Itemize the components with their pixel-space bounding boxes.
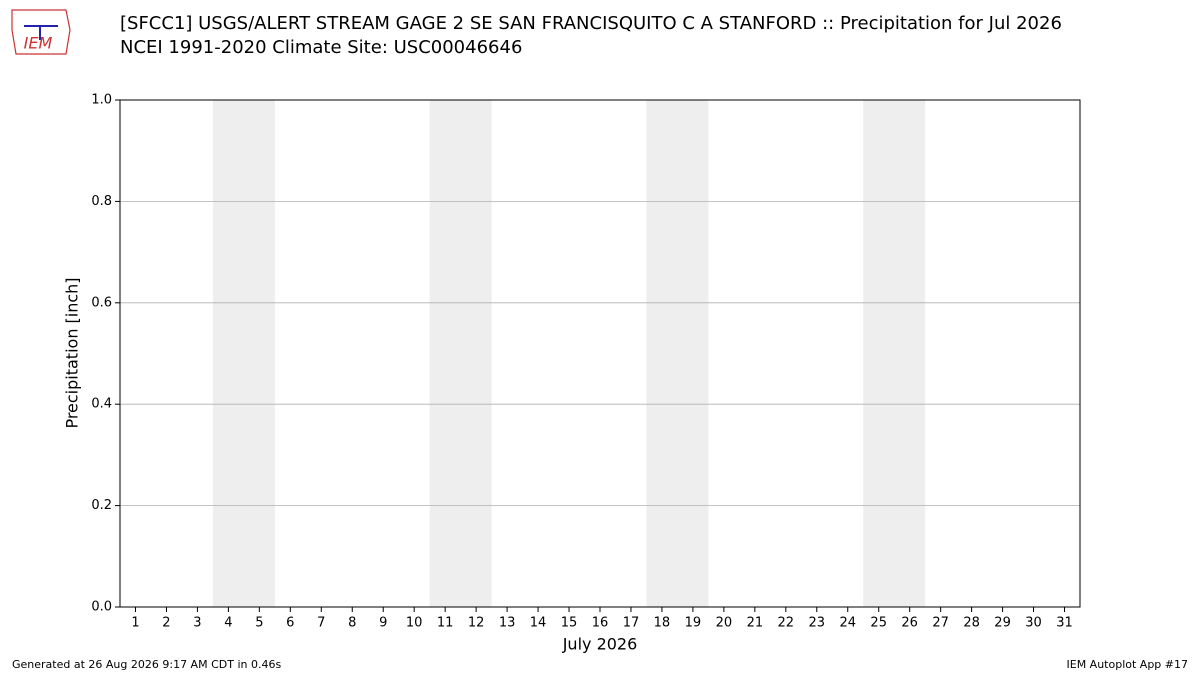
x-tick-label: 16	[592, 616, 609, 631]
chart-title: [SFCC1] USGS/ALERT STREAM GAGE 2 SE SAN …	[120, 13, 1062, 34]
logo-text: IEM	[24, 34, 53, 53]
x-tick-label: 25	[870, 616, 887, 631]
x-tick-label: 24	[839, 616, 856, 631]
logo: IEM	[11, 9, 71, 55]
x-tick-label: 4	[224, 616, 232, 631]
y-axis-label: Precipitation [inch]	[63, 277, 82, 428]
x-tick-label: 1	[131, 616, 139, 631]
y-tick-label: 0.6	[91, 295, 112, 310]
x-tick-label: 21	[747, 616, 764, 631]
x-tick-label: 28	[963, 616, 980, 631]
footer-right: IEM Autoplot App #17	[1067, 658, 1189, 671]
x-tick-label: 11	[437, 616, 454, 631]
x-tick-label: 3	[193, 616, 201, 631]
y-tick-label: 0.8	[91, 194, 112, 209]
x-tick-label: 5	[255, 616, 263, 631]
weekend-shade	[429, 100, 492, 607]
y-tick-label: 1.0	[91, 93, 112, 108]
plot-frame	[119, 99, 1081, 608]
y-tick-label: 0.2	[91, 498, 112, 513]
x-tick-label: 8	[348, 616, 356, 631]
x-tick-label: 26	[901, 616, 918, 631]
x-tick-label: 31	[1056, 616, 1073, 631]
weekend-shade	[212, 100, 275, 607]
x-tick-label: 22	[778, 616, 795, 631]
weekend-shade	[646, 100, 709, 607]
y-tick-label: 0.0	[91, 600, 112, 615]
x-tick-label: 14	[530, 616, 547, 631]
x-tick-label: 27	[932, 616, 949, 631]
x-tick-label: 10	[406, 616, 423, 631]
x-tick-label: 9	[379, 616, 387, 631]
x-tick-label: 7	[317, 616, 325, 631]
x-tick-label: 30	[1025, 616, 1042, 631]
x-tick-label: 19	[685, 616, 702, 631]
weekend-shade	[863, 100, 926, 607]
x-tick-label: 18	[654, 616, 671, 631]
x-tick-label: 29	[994, 616, 1011, 631]
x-tick-label: 17	[623, 616, 640, 631]
x-tick-label: 15	[561, 616, 578, 631]
logo-outline	[11, 9, 71, 55]
x-tick-label: 6	[286, 616, 294, 631]
x-tick-label: 23	[809, 616, 826, 631]
x-tick-label: 20	[716, 616, 733, 631]
x-axis-label: July 2026	[562, 635, 638, 654]
x-tick-label: 2	[162, 616, 170, 631]
y-tick-label: 0.4	[91, 397, 112, 412]
footer-left: Generated at 26 Aug 2026 9:17 AM CDT in …	[12, 658, 281, 671]
chart-subtitle: NCEI 1991-2020 Climate Site: USC00046646	[120, 37, 522, 58]
x-tick-label: 12	[468, 616, 485, 631]
x-tick-label: 13	[499, 616, 516, 631]
